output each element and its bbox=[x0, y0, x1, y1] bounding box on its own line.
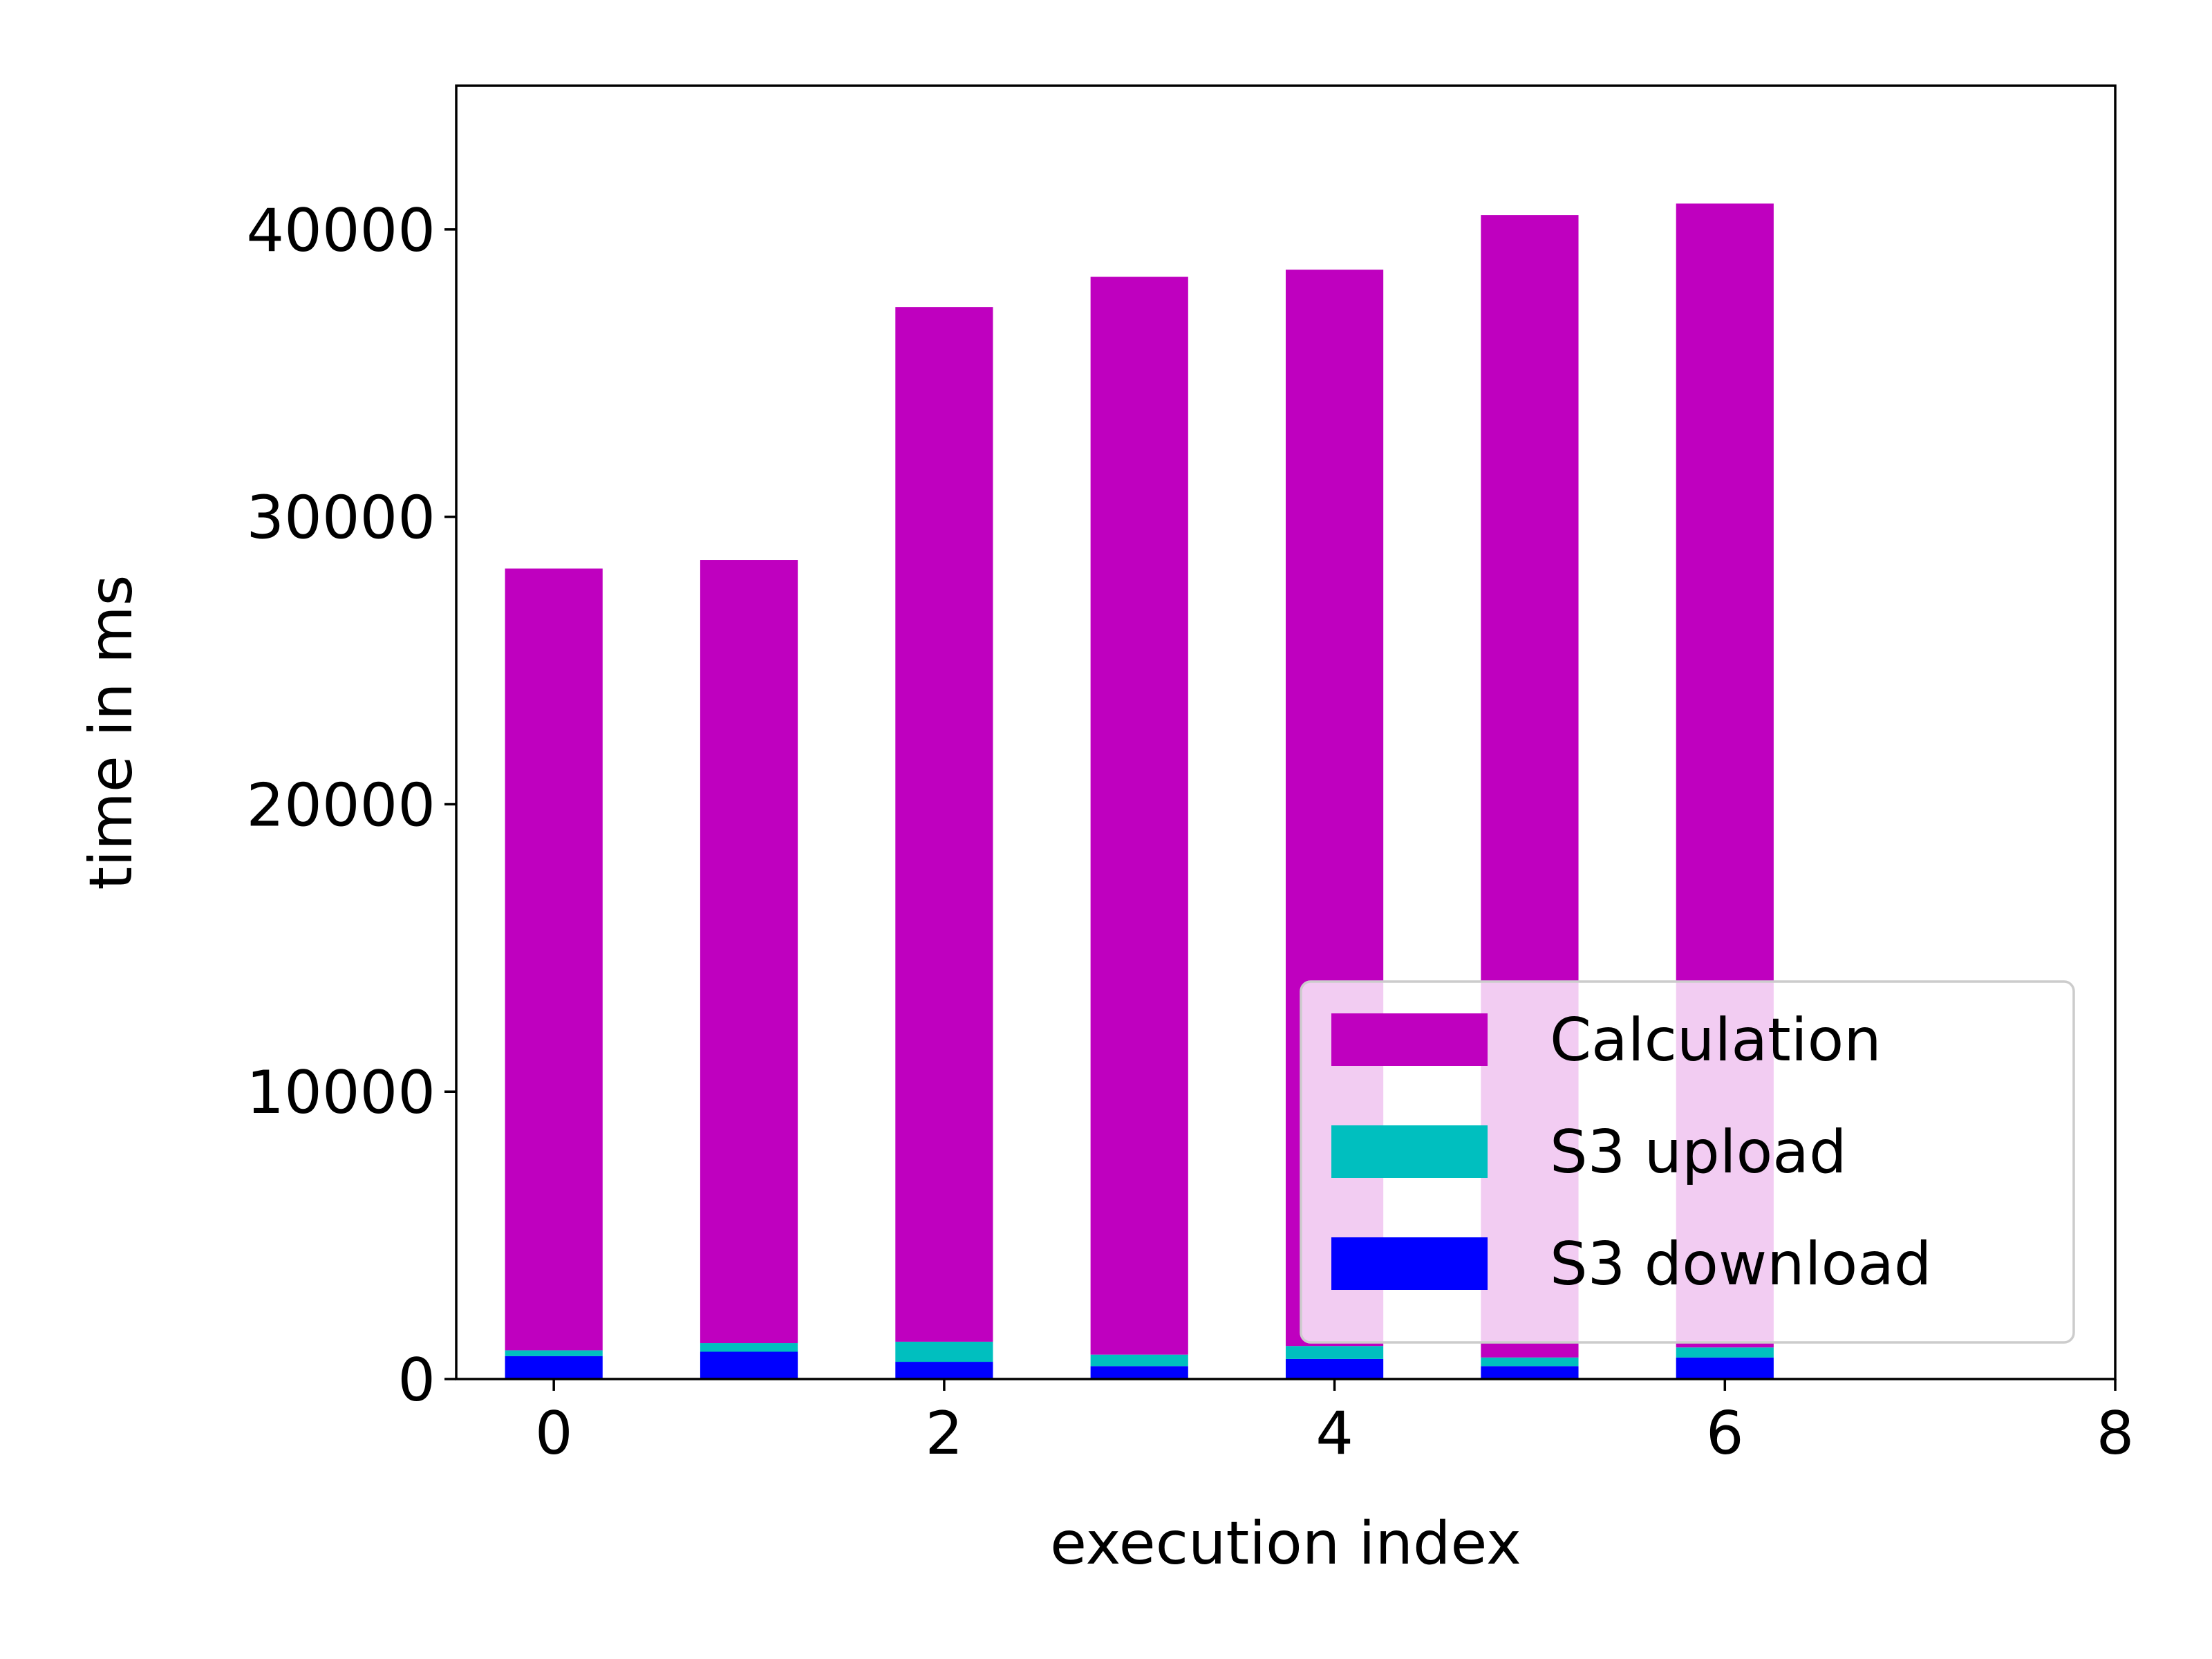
x-axis: 0 2 4 6 8 bbox=[535, 1379, 2135, 1468]
legend-box bbox=[1300, 980, 2075, 1344]
legend-swatch-s3-upload bbox=[1331, 1125, 1488, 1178]
bar-calculation-3 bbox=[1090, 276, 1188, 1355]
x-tick-label-4: 4 bbox=[1315, 1399, 1353, 1468]
legend-label-calculation: Calculation bbox=[1550, 1006, 1882, 1075]
bar-s3-upload-5 bbox=[1481, 1357, 1579, 1367]
bar-s3-download-4 bbox=[1286, 1358, 1384, 1379]
bar-calculation-2 bbox=[895, 307, 993, 1342]
bar-s3-download-3 bbox=[1090, 1366, 1188, 1379]
bar-s3-download-5 bbox=[1481, 1366, 1579, 1379]
bar-layer bbox=[505, 203, 1774, 1379]
y-axis-label: time in ms bbox=[77, 575, 146, 890]
legend-label-s3-upload: S3 upload bbox=[1550, 1118, 1847, 1187]
bar-s3-download-6 bbox=[1676, 1357, 1774, 1379]
x-tick-label-0: 0 bbox=[535, 1399, 573, 1468]
bar-calculation-1 bbox=[700, 560, 798, 1344]
x-tick-label-8: 8 bbox=[2097, 1399, 2135, 1468]
bar-s3-upload-4 bbox=[1286, 1346, 1384, 1359]
legend-label-s3-download: S3 download bbox=[1550, 1230, 1932, 1299]
plot-frame bbox=[455, 84, 2117, 1380]
legend-swatch-calculation bbox=[1331, 1013, 1488, 1066]
bar-s3-upload-0 bbox=[505, 1350, 603, 1356]
y-tick-label-30000: 30000 bbox=[246, 484, 435, 553]
legend-swatch-s3-download bbox=[1331, 1237, 1488, 1290]
bar-s3-upload-2 bbox=[895, 1341, 993, 1362]
x-axis-label: execution index bbox=[1050, 1509, 1521, 1578]
y-tick-label-0: 0 bbox=[397, 1346, 435, 1415]
bar-s3-download-0 bbox=[505, 1356, 603, 1379]
bar-s3-upload-1 bbox=[700, 1343, 798, 1352]
bar-s3-download-1 bbox=[700, 1351, 798, 1379]
y-tick-label-10000: 10000 bbox=[246, 1058, 435, 1127]
bar-s3-upload-6 bbox=[1676, 1347, 1774, 1358]
x-tick-label-2: 2 bbox=[926, 1399, 964, 1468]
bar-calculation-0 bbox=[505, 568, 603, 1351]
bar-s3-download-2 bbox=[895, 1362, 993, 1379]
y-tick-label-40000: 40000 bbox=[246, 196, 435, 265]
y-tick-label-20000: 20000 bbox=[246, 771, 435, 840]
y-axis: 0 10000 20000 30000 40000 bbox=[246, 196, 456, 1415]
x-tick-label-6: 6 bbox=[1706, 1399, 1744, 1468]
legend: Calculation S3 upload S3 download bbox=[1300, 980, 2075, 1344]
bar-s3-upload-3 bbox=[1090, 1354, 1188, 1367]
